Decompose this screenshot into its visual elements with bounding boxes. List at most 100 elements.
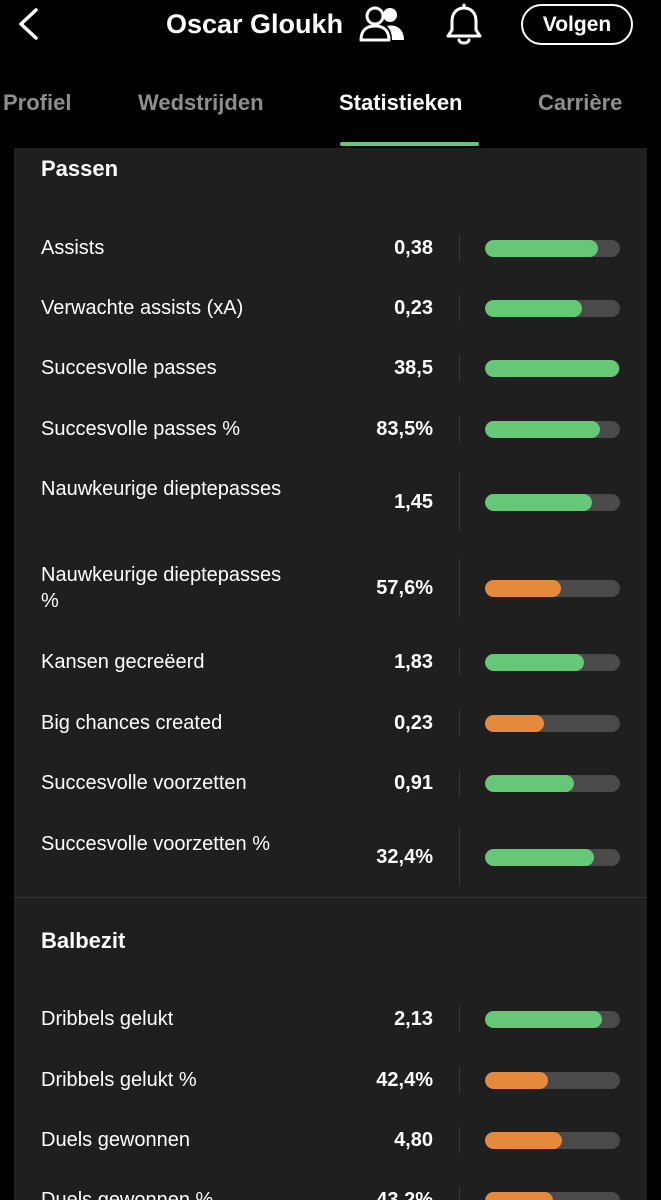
stat-label: Nauwkeurige dieptepasses [41,478,282,500]
stat-label: Duels gewonnen [41,1129,190,1151]
stat-value: 4,80 [394,1129,433,1151]
stat-value: 42,4% [376,1069,433,1091]
stat-separator [459,1187,460,1200]
stat-value: 2,13 [394,1008,433,1030]
stat-separator [459,828,460,886]
stat-separator [459,559,460,617]
player-name: Oscar Gloukh [166,9,344,39]
stat-separator [459,235,460,261]
stat-label: Verwachte assists (xA) [41,297,244,319]
percentile-bar [485,299,620,317]
stat-separator [459,473,460,531]
stat-value: 0,38 [394,237,433,259]
stat-value: 83,5% [376,418,433,440]
percentile-bar-fill [485,493,592,511]
stat-separator [459,1127,460,1153]
percentile-bar-fill [485,714,544,732]
active-tab-indicator [340,142,479,146]
stat-label: Big chances created [41,712,223,734]
tab-matches[interactable]: Wedstrijden [138,90,264,115]
percentile-bar-fill [485,774,574,792]
stat-row[interactable]: Kansen gecreëerd 1,83 [14,649,647,675]
percentile-bar-fill [485,579,561,597]
stat-separator [459,710,460,736]
percentile-bar-fill [485,1191,553,1200]
percentile-bar-fill [485,653,584,671]
percentile-bar [485,714,620,732]
percentile-bar-fill [485,848,594,866]
percentile-bar [485,1010,620,1028]
percentile-bar-fill [485,420,600,438]
follow-button[interactable]: Volgen [521,4,633,45]
stat-value: 38,5 [394,357,433,379]
percentile-bar [485,1191,620,1200]
stat-value: 1,45 [394,491,433,513]
stat-row[interactable]: Verwachte assists (xA) 0,23 [14,295,647,321]
stat-separator [459,355,460,381]
percentile-bar [485,579,620,597]
tab-career[interactable]: Carrière [538,90,623,115]
back-button[interactable] [10,6,46,42]
stat-separator [459,416,460,442]
stat-label: Succesvolle voorzetten % [41,833,271,855]
stat-value: 0,23 [394,297,433,319]
stat-row[interactable]: Nauwkeurige dieptepasses % 57,6% [14,559,647,617]
stats-card: Passen Assists 0,38 Verwachte assists (xA) 0… [14,148,647,1200]
percentile-bar [485,1131,620,1149]
stat-row[interactable]: Big chances created 0,23 [14,710,647,736]
stat-separator [459,649,460,675]
stat-row[interactable]: Duels gewonnen 4,80 [14,1127,647,1153]
percentile-bar [485,359,620,377]
bell-icon [446,3,482,45]
stat-value: 0,23 [394,712,433,734]
people-icon [359,6,404,42]
percentile-bar-fill [485,359,619,377]
stat-row[interactable]: Succesvolle passes 38,5 [14,355,647,381]
stat-separator [459,295,460,321]
stat-value: 43,2% [376,1189,433,1200]
stat-row[interactable]: Dribbels gelukt % 42,4% [14,1067,647,1093]
top-bar: Oscar Gloukh Volgen [0,0,661,60]
percentile-bar-fill [485,1131,562,1149]
section-title-passen: Passen [41,156,119,181]
stat-separator [459,770,460,796]
stat-row[interactable]: Nauwkeurige dieptepasses 1,45 [14,473,647,531]
stat-label: Assists [41,237,105,259]
percentile-bar [485,774,620,792]
stat-row[interactable]: Succesvolle voorzetten 0,91 [14,770,647,796]
percentile-bar [485,1071,620,1089]
stat-row[interactable]: Duels gewonnen % 43,2% [14,1187,647,1200]
stat-row[interactable]: Assists 0,38 [14,235,647,261]
percentile-bar-fill [485,1071,548,1089]
tab-bar: Profiel Wedstrijden Statistieken Carrièr… [0,72,661,148]
percentile-bar-fill [485,239,598,257]
stat-label: Kansen gecreëerd [41,651,205,673]
notification-button[interactable] [440,2,488,48]
stat-value: 32,4% [376,846,433,868]
tab-statistics[interactable]: Statistieken [339,90,463,115]
chevron-left-icon [19,8,38,40]
stat-separator [459,1006,460,1032]
percentile-bar-fill [485,1010,602,1028]
percentile-bar [485,239,620,257]
stat-label: Succesvolle passes % [41,418,240,440]
stat-label: Dribbels gelukt [41,1008,174,1030]
stat-row[interactable]: Succesvolle voorzetten % 32,4% [14,828,647,886]
percentile-bar [485,420,620,438]
stat-row[interactable]: Dribbels gelukt 2,13 [14,1006,647,1032]
percentile-bar [485,493,620,511]
stat-value: 0,91 [394,772,433,794]
stat-value: 57,6% [376,577,433,599]
stat-label: Succesvolle passes [41,357,217,379]
section-divider [14,897,647,898]
stat-label: Succesvolle voorzetten [41,772,247,794]
stat-label: Dribbels gelukt % [41,1069,197,1091]
people-button[interactable] [356,2,408,46]
tab-profile[interactable]: Profiel [3,90,72,115]
stat-separator [459,1067,460,1093]
stat-row[interactable]: Succesvolle passes % 83,5% [14,416,647,442]
stat-label: Nauwkeurige dieptepasses % [41,564,282,612]
section-title-balbezit: Balbezit [41,928,126,953]
stat-label: Duels gewonnen % [41,1189,214,1200]
percentile-bar [485,653,620,671]
